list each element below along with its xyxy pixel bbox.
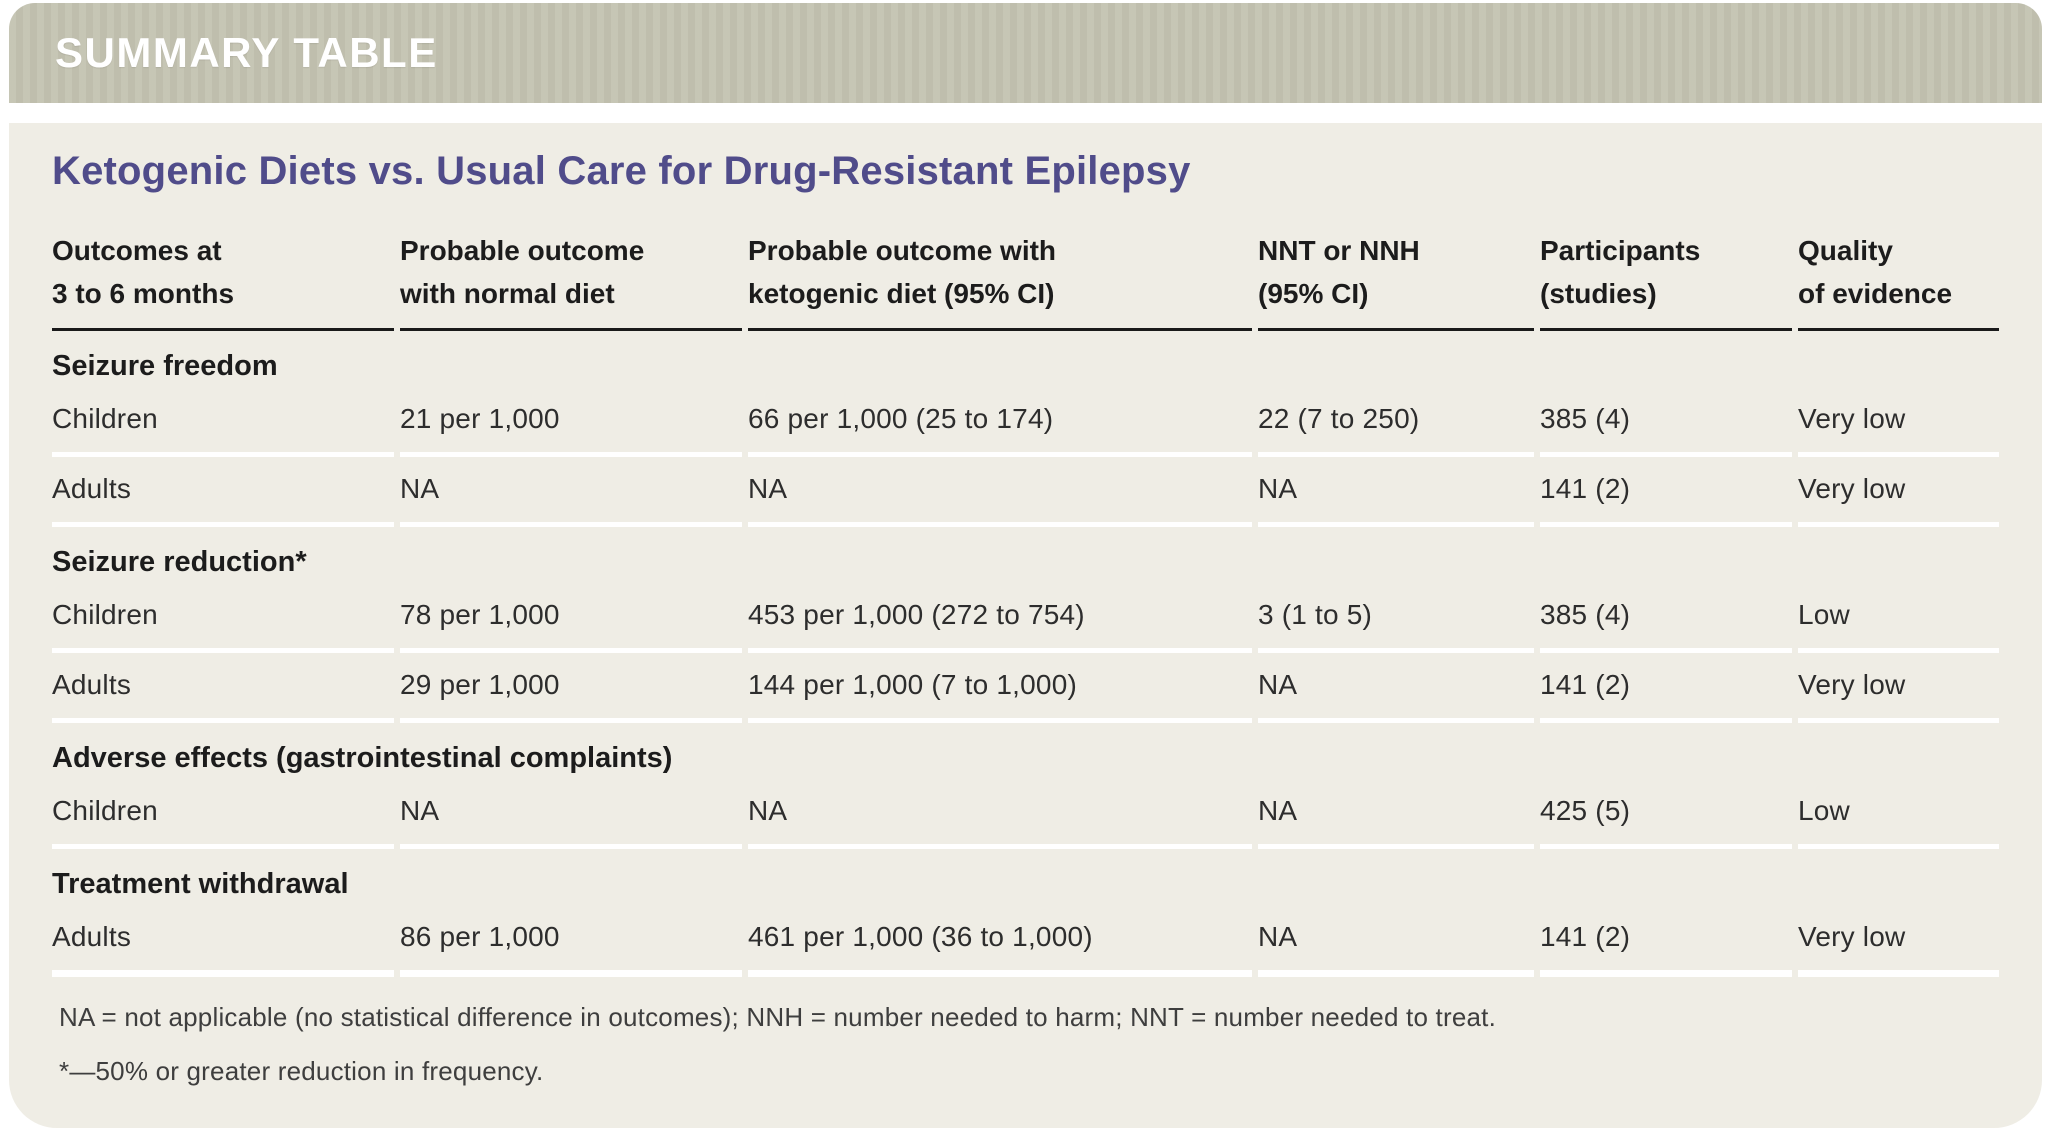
column-header-line: of evidence [1798, 278, 1953, 309]
table-cell: NA [748, 779, 1252, 849]
table-cell: 385 (4) [1540, 583, 1792, 653]
table-cell: NA [748, 457, 1252, 527]
table-cell: NA [1258, 905, 1534, 977]
column-header-line: ketogenic diet (95% CI) [748, 278, 1055, 309]
table-cell: 461 per 1,000 (36 to 1,000) [748, 905, 1252, 977]
column-header-ketogenic-diet: Probable outcome with ketogenic diet (95… [748, 197, 1252, 331]
header-row: Outcomes at 3 to 6 months Probable outco… [52, 197, 1999, 331]
column-header-line: (95% CI) [1258, 278, 1369, 309]
table-cell: 144 per 1,000 (7 to 1,000) [748, 653, 1252, 723]
column-header-normal-diet: Probable outcome with normal diet [400, 197, 742, 331]
column-header-participants: Participants (studies) [1540, 197, 1792, 331]
table-cell: Very low [1798, 653, 1999, 723]
summary-table: Outcomes at 3 to 6 months Probable outco… [46, 197, 2005, 977]
column-header-nnt-nnh: NNT or NNH (95% CI) [1258, 197, 1534, 331]
column-header-line: 3 to 6 months [52, 278, 235, 309]
table-cell: NA [1258, 779, 1534, 849]
table-cell: Adults [52, 905, 394, 977]
section-header-row: Seizure reduction* [52, 527, 1999, 583]
table-cell: 453 per 1,000 (272 to 754) [748, 583, 1252, 653]
section-header: Seizure reduction* [52, 546, 307, 578]
table-cell: Very low [1798, 905, 1999, 977]
table-cell: 141 (2) [1540, 457, 1792, 527]
column-header-outcomes: Outcomes at 3 to 6 months [52, 197, 394, 331]
column-header-line: Probable outcome [400, 235, 645, 266]
table-row: Children 21 per 1,000 66 per 1,000 (25 t… [52, 387, 1999, 457]
table-cell: Low [1798, 583, 1999, 653]
table-cell: Children [52, 583, 394, 653]
table-cell: 86 per 1,000 [400, 905, 742, 977]
footnote-asterisk: *—50% or greater reduction in frequency. [59, 1056, 544, 1086]
table-cell: Very low [1798, 457, 1999, 527]
table-cell: NA [400, 779, 742, 849]
column-header-line: Quality [1798, 235, 1893, 266]
section-header-row: Seizure freedom [52, 331, 1999, 387]
column-header-line: with normal diet [400, 278, 615, 309]
table-cell: 66 per 1,000 (25 to 174) [748, 387, 1252, 457]
table-cell: Children [52, 779, 394, 849]
section-header: Treatment withdrawal [52, 868, 349, 900]
table-cell: 78 per 1,000 [400, 583, 742, 653]
table-cell: Children [52, 387, 394, 457]
table-cell: 385 (4) [1540, 387, 1792, 457]
table-cell: Low [1798, 779, 1999, 849]
table-cell: NA [1258, 653, 1534, 723]
table-cell: Very low [1798, 387, 1999, 457]
table-cell: 29 per 1,000 [400, 653, 742, 723]
table-cell: 3 (1 to 5) [1258, 583, 1534, 653]
table-cell: 141 (2) [1540, 905, 1792, 977]
banner-title: SUMMARY TABLE [55, 29, 438, 76]
table-title: Ketogenic Diets vs. Usual Care for Drug-… [52, 149, 1191, 193]
section-header-row: Treatment withdrawal [52, 849, 1999, 905]
table-cell: NA [1258, 457, 1534, 527]
column-header-line: Probable outcome with [748, 235, 1057, 266]
table-cell: 22 (7 to 250) [1258, 387, 1534, 457]
section-header-row: Adverse effects (gastrointestinal compla… [52, 723, 1999, 779]
table-cell: NA [400, 457, 742, 527]
table-row: Children 78 per 1,000 453 per 1,000 (272… [52, 583, 1999, 653]
footnote-abbreviations: NA = not applicable (no statistical diff… [59, 1002, 1496, 1032]
column-header-line: Participants [1540, 235, 1701, 266]
column-header-line: Outcomes at [52, 235, 222, 266]
table-row: Adults NA NA NA 141 (2) Very low [52, 457, 1999, 527]
column-header-line: NNT or NNH [1258, 235, 1420, 266]
table-row: Adults 29 per 1,000 144 per 1,000 (7 to … [52, 653, 1999, 723]
summary-table-banner: SUMMARY TABLE [9, 3, 2042, 103]
summary-card: Ketogenic Diets vs. Usual Care for Drug-… [9, 123, 2042, 1128]
section-header: Adverse effects (gastrointestinal compla… [52, 742, 673, 774]
table-cell: Adults [52, 457, 394, 527]
table-cell: 425 (5) [1540, 779, 1792, 849]
column-header-line: (studies) [1540, 278, 1657, 309]
column-header-quality: Quality of evidence [1798, 197, 1999, 331]
table-cell: Adults [52, 653, 394, 723]
table-cell: 141 (2) [1540, 653, 1792, 723]
table-row: Adults 86 per 1,000 461 per 1,000 (36 to… [52, 905, 1999, 977]
section-header: Seizure freedom [52, 350, 278, 382]
table-cell: 21 per 1,000 [400, 387, 742, 457]
table-row: Children NA NA NA 425 (5) Low [52, 779, 1999, 849]
